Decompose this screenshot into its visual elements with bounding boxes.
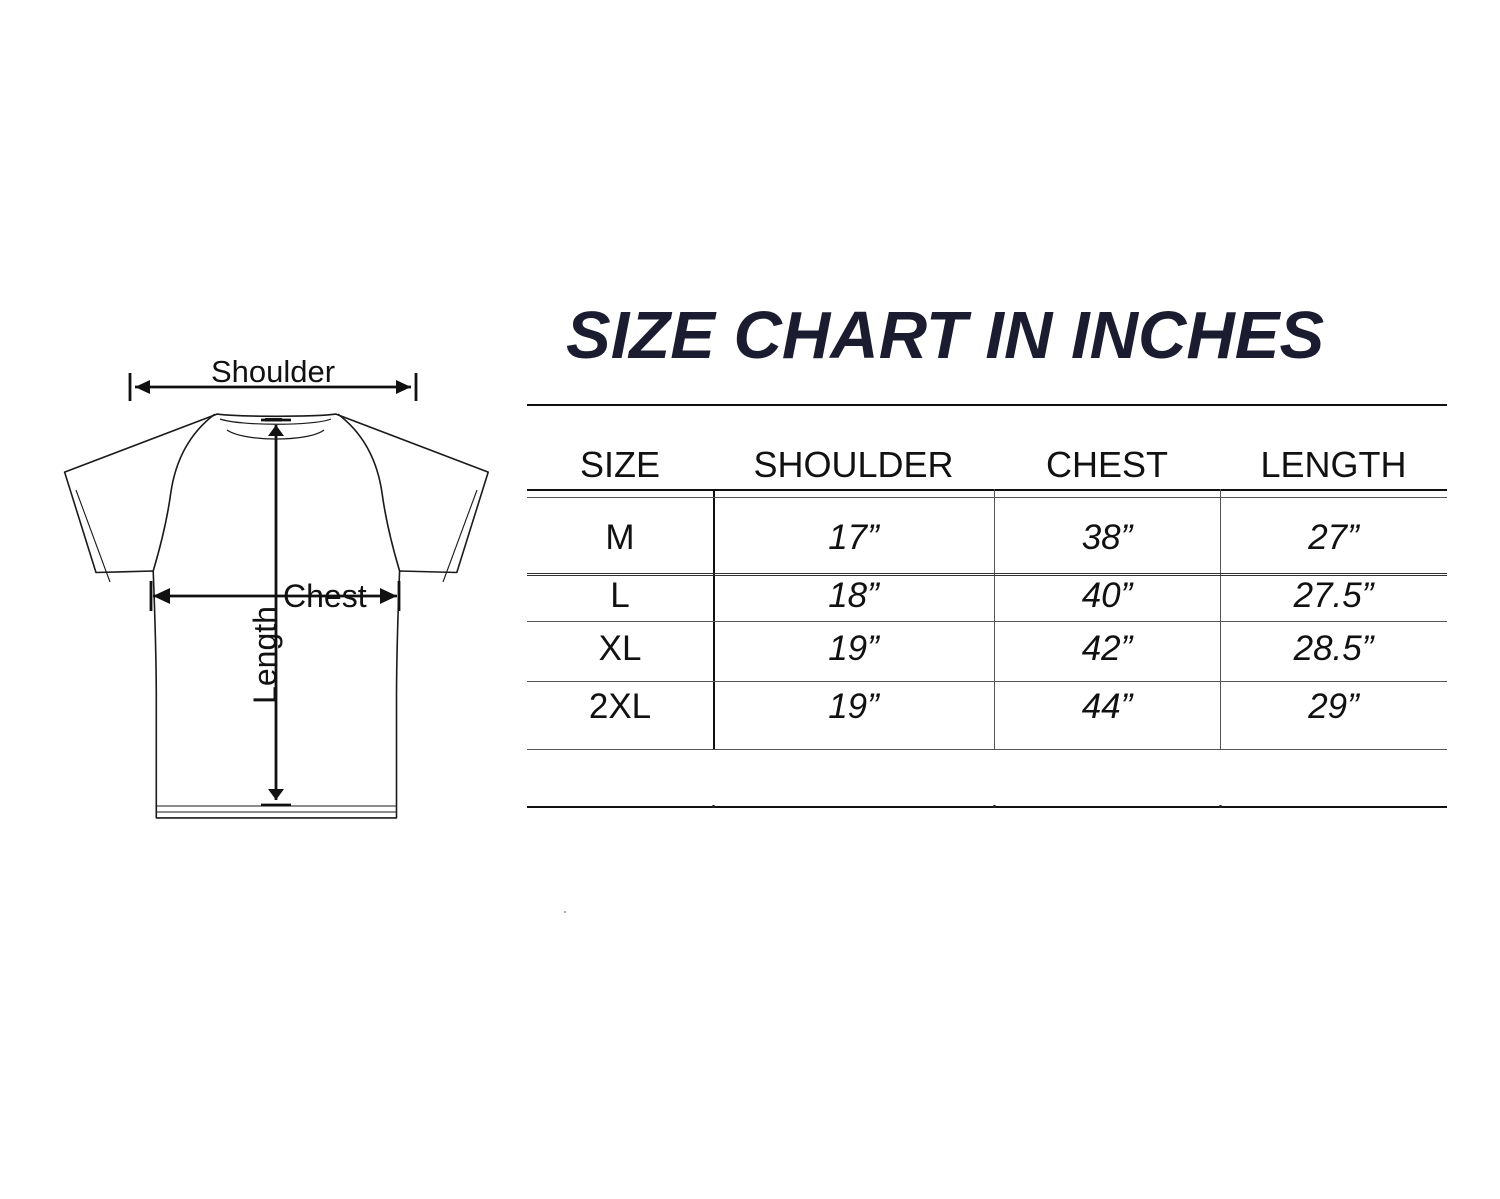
svg-text:Shoulder: Shoulder: [211, 354, 335, 389]
svg-text:Length: Length: [247, 606, 283, 704]
svg-text:Chest: Chest: [283, 578, 367, 614]
